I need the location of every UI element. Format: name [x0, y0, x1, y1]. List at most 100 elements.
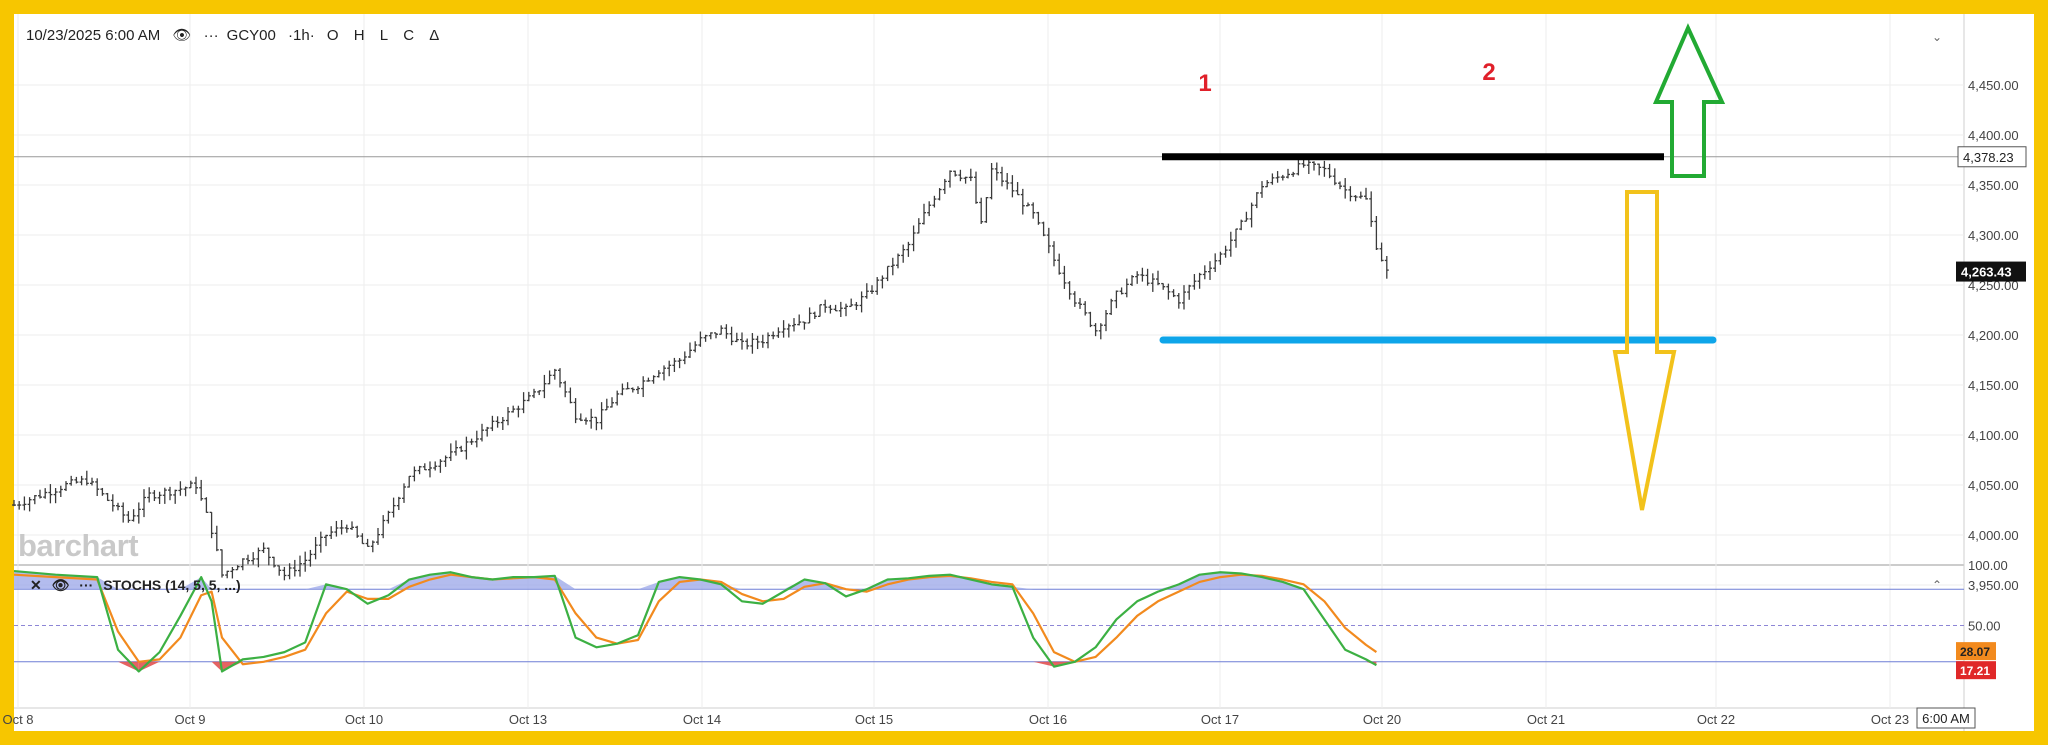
ohlc-bar: [844, 303, 848, 317]
ohlc-bar: [194, 476, 198, 495]
stoch-tick-label: 100.00: [1968, 558, 2008, 573]
ohlc-bar: [838, 301, 843, 318]
ohlc-bar: [558, 368, 562, 388]
close-icon[interactable]: ✕: [30, 577, 42, 593]
ohlc-bar: [776, 327, 781, 338]
ohlc-bar: [750, 333, 755, 354]
ohlc-bar: [1093, 323, 1098, 337]
ohlc-bar: [823, 299, 828, 313]
ohlc-bar: [979, 197, 984, 224]
ohlc-bar: [797, 314, 802, 326]
ohlc-bar: [1130, 275, 1134, 287]
stoch-k-value-label: 17.21: [1960, 664, 1990, 678]
ohlc-bar: [1374, 215, 1379, 251]
symbol-label[interactable]: GCY00: [226, 27, 276, 44]
ohlc-bar: [1270, 173, 1275, 185]
ohlc-change: Δ: [429, 27, 440, 44]
ohlc-bar: [568, 387, 573, 404]
ohlc-bar: [95, 478, 100, 497]
ohlc-bar: [740, 332, 744, 350]
ohlc-bar: [506, 407, 510, 426]
ohlc-bar: [786, 323, 791, 338]
ohlc-bar: [641, 376, 646, 398]
price-tick-label: 4,200.00: [1968, 328, 2019, 343]
stoch-k-line: [13, 569, 1377, 673]
ohlc-bar: [885, 265, 890, 282]
ohlc-bar: [1052, 241, 1056, 267]
ohlc-bar: [1124, 278, 1129, 298]
ohlc-bar: [719, 325, 724, 335]
ohlc-bar: [1218, 251, 1223, 265]
ohlc-bar: [1078, 298, 1082, 309]
ohlc-bar: [1067, 281, 1072, 300]
ohlc-bar: [256, 547, 261, 568]
ohlc-bar: [329, 526, 334, 540]
down-arrow: [1612, 190, 1677, 511]
ohlc-bar: [1338, 181, 1342, 190]
ohlc-bar: [542, 374, 547, 399]
ohlc-bar: [516, 405, 521, 418]
last-price-box: [1956, 261, 2026, 282]
eye-icon[interactable]: 👁: [51, 577, 70, 593]
ohlc-bar: [131, 509, 136, 522]
ohlc-bar: [974, 171, 978, 204]
ohlc-bar: [1322, 160, 1327, 177]
ohlc-bar: [651, 375, 656, 384]
ohlc-bar: [849, 298, 854, 308]
ohlc-bar: [968, 168, 973, 182]
interval-label[interactable]: ·1h·: [288, 27, 315, 44]
price-tick-label: 4,300.00: [1968, 228, 2019, 243]
ohlc-bar: [942, 178, 947, 194]
ohlc-bar: [745, 338, 750, 350]
ohlc-bar: [324, 534, 328, 547]
collapse-chevron-icon[interactable]: ⌄: [1932, 30, 1943, 44]
ohlc-bar: [84, 470, 89, 486]
ohlc-bar: [308, 549, 313, 567]
indicator-menu-dots[interactable]: ···: [79, 577, 94, 593]
ohlc-bar: [1031, 202, 1036, 219]
ohlc-bar: [1223, 245, 1228, 258]
collapse-chevron-icon[interactable]: ⌃: [1932, 578, 1943, 592]
ohlc-bar: [1353, 195, 1358, 202]
ohlc-open: O: [326, 27, 339, 44]
overbought-fill: [14, 571, 1304, 590]
ohlc-bar: [1098, 323, 1103, 340]
ohlc-bar: [1109, 298, 1114, 315]
ohlc-bar: [1010, 175, 1015, 198]
ohlc-bar: [755, 335, 760, 350]
ohlc-bar: [584, 417, 588, 425]
ohlc-bar: [38, 489, 42, 499]
menu-dots[interactable]: ···: [203, 27, 219, 44]
ohlc-bar: [984, 196, 989, 223]
ohlc-bar: [667, 360, 672, 377]
ohlc-high: H: [353, 27, 365, 44]
eye-icon[interactable]: 👁: [172, 27, 192, 44]
ohlc-bar: [714, 332, 718, 339]
ohlc-bar: [225, 570, 230, 579]
ohlc-bar: [266, 547, 271, 566]
price-tick-label: 4,400.00: [1968, 128, 2019, 143]
ohlc-bar: [334, 520, 339, 537]
last-price-label: 4,263.43: [1961, 265, 2012, 280]
stoch-d-value-label: 28.07: [1960, 645, 1990, 659]
oversold-fill: [118, 661, 139, 672]
ohlc-bar: [1228, 231, 1233, 257]
ohlc-bar: [464, 436, 469, 460]
ohlc-bar: [214, 525, 219, 552]
oversold-fill: [1033, 661, 1054, 667]
ohlc-bar: [142, 489, 146, 518]
ohlc-bar: [1171, 289, 1176, 298]
ohlc-bar: [272, 556, 276, 568]
ohlc-bar: [1286, 168, 1290, 179]
ohlc-bar: [74, 476, 79, 484]
ohlc-bar: [173, 489, 178, 504]
stoch-d-line: [13, 573, 1378, 666]
ohlc-bar: [1140, 267, 1145, 282]
ohlc-bar: [152, 490, 157, 502]
ohlc-bar: [448, 443, 453, 462]
time-tick-label: Oct 9: [174, 712, 205, 727]
ohlc-bar: [407, 475, 412, 488]
ohlc-bar: [386, 510, 391, 524]
